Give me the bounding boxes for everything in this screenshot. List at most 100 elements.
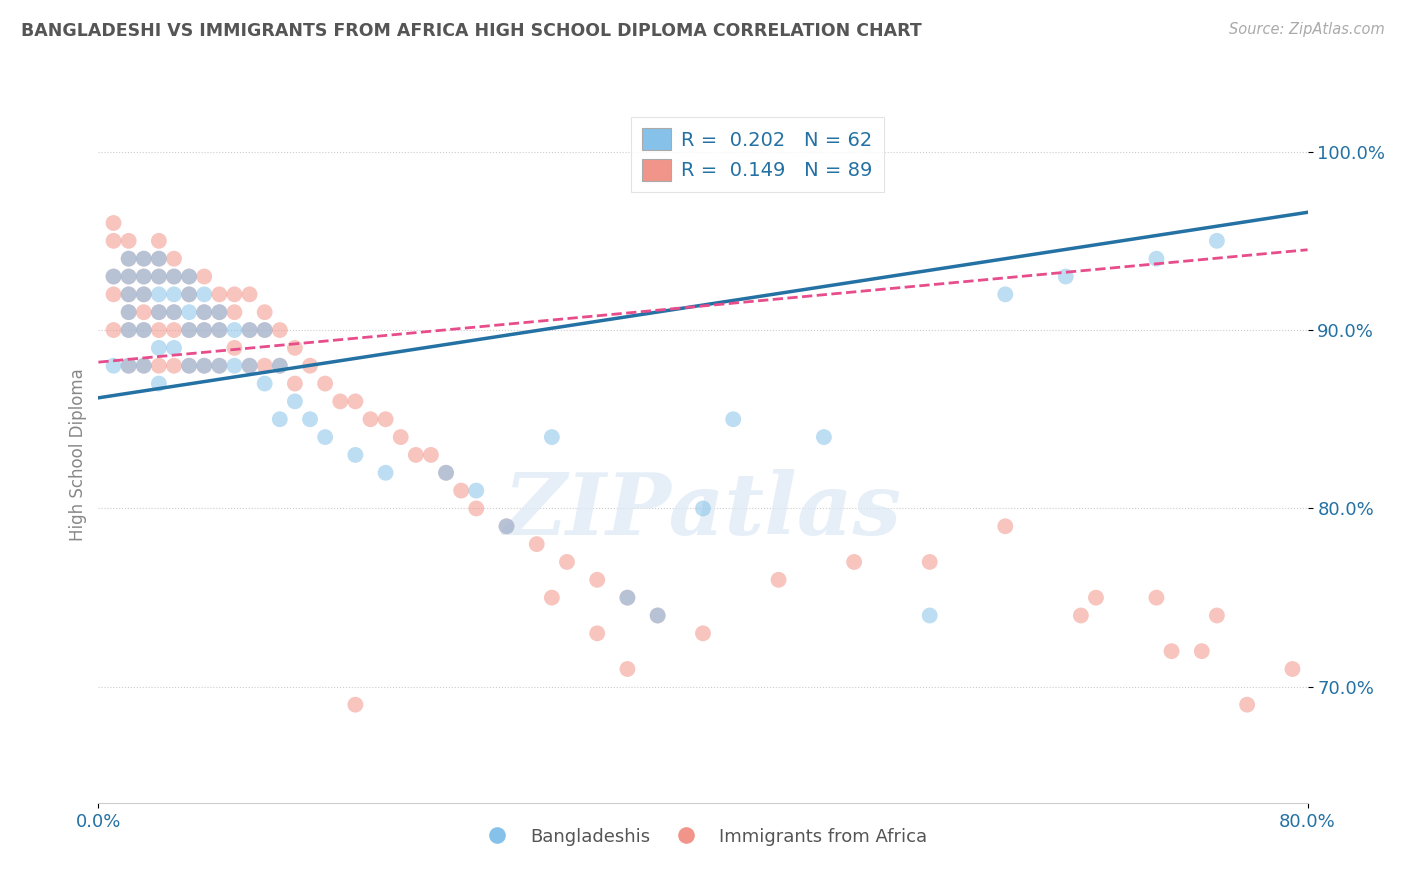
Point (374, 412, 396, 426)
Point (224, 323, 246, 337)
Point (132, 252, 155, 266)
Point (647, 608, 669, 623)
Point (692, 626, 714, 640)
Point (208, 323, 231, 337)
Point (495, 519, 517, 533)
Point (465, 501, 488, 516)
Point (148, 269, 170, 284)
Point (269, 323, 291, 337)
Point (118, 323, 141, 337)
Point (179, 323, 201, 337)
Point (586, 626, 609, 640)
Point (344, 448, 367, 462)
Point (239, 323, 262, 337)
Point (208, 359, 231, 373)
Point (163, 269, 186, 284)
Point (179, 359, 201, 373)
Point (224, 305, 246, 319)
Point (1144, 252, 1167, 266)
Point (193, 269, 215, 284)
Point (299, 359, 322, 373)
Point (118, 269, 141, 284)
Point (118, 305, 141, 319)
Point (586, 573, 609, 587)
Point (193, 359, 215, 373)
Point (118, 359, 141, 373)
Point (148, 305, 170, 319)
Point (179, 323, 201, 337)
Point (148, 234, 170, 248)
Point (495, 519, 517, 533)
Point (450, 483, 472, 498)
Point (208, 305, 231, 319)
Point (132, 359, 155, 373)
Point (813, 430, 835, 444)
Point (132, 287, 155, 301)
Point (132, 323, 155, 337)
Point (434, 466, 457, 480)
Point (148, 252, 170, 266)
Point (1206, 234, 1229, 248)
Point (224, 359, 246, 373)
Point (314, 376, 336, 391)
Text: BANGLADESHI VS IMMIGRANTS FROM AFRICA HIGH SCHOOL DIPLOMA CORRELATION CHART: BANGLADESHI VS IMMIGRANTS FROM AFRICA HI… (21, 22, 922, 40)
Text: Source: ZipAtlas.com: Source: ZipAtlas.com (1229, 22, 1385, 37)
Point (768, 573, 790, 587)
Point (132, 323, 155, 337)
Point (540, 591, 562, 605)
Point (148, 287, 170, 301)
Point (193, 359, 215, 373)
Point (284, 394, 307, 409)
Point (148, 305, 170, 319)
Point (193, 323, 215, 337)
Point (132, 269, 155, 284)
Point (314, 430, 336, 444)
Point (132, 287, 155, 301)
Point (616, 662, 638, 676)
Point (179, 287, 201, 301)
Point (193, 323, 215, 337)
Point (344, 698, 367, 712)
Point (118, 323, 141, 337)
Point (269, 412, 291, 426)
Point (374, 466, 396, 480)
Point (994, 519, 1017, 533)
Point (118, 252, 141, 266)
Point (193, 305, 215, 319)
Point (208, 323, 231, 337)
Point (526, 537, 548, 551)
Point (723, 412, 745, 426)
Point (918, 555, 941, 569)
Point (118, 359, 141, 373)
Point (103, 323, 125, 337)
Point (1085, 591, 1108, 605)
Point (1236, 698, 1258, 712)
Text: ZIPatlas: ZIPatlas (503, 469, 903, 552)
Point (1160, 644, 1182, 658)
Point (284, 376, 307, 391)
Point (1070, 608, 1092, 623)
Point (208, 359, 231, 373)
Point (420, 448, 443, 462)
Point (118, 305, 141, 319)
Point (284, 341, 307, 355)
Point (163, 269, 186, 284)
Point (208, 287, 231, 301)
Point (132, 305, 155, 319)
Point (647, 608, 669, 623)
Y-axis label: High School Diploma: High School Diploma (69, 368, 87, 541)
Point (360, 412, 382, 426)
Point (118, 269, 141, 284)
Point (616, 591, 638, 605)
Point (103, 216, 125, 230)
Point (103, 287, 125, 301)
Point (253, 323, 276, 337)
Point (1191, 644, 1213, 658)
Point (692, 501, 714, 516)
Point (208, 305, 231, 319)
Point (465, 483, 488, 498)
Point (269, 359, 291, 373)
Point (163, 287, 186, 301)
Point (148, 269, 170, 284)
Point (148, 252, 170, 266)
